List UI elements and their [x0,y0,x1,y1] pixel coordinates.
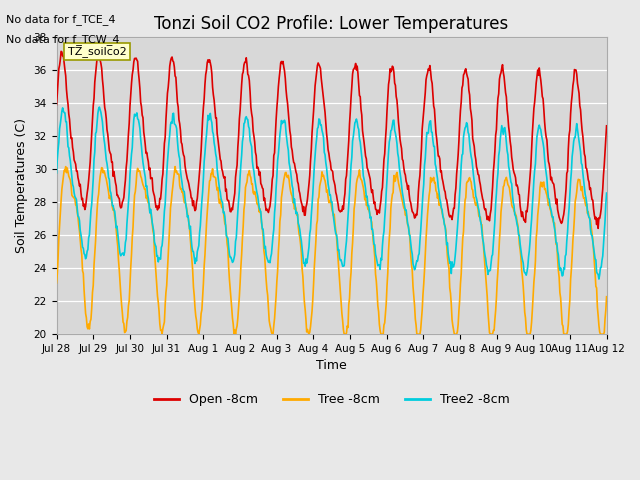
Text: No data for f_TCE_4: No data for f_TCE_4 [6,14,116,25]
Text: No data for f_TCW_4: No data for f_TCW_4 [6,34,120,45]
Title: Tonzi Soil CO2 Profile: Lower Temperatures: Tonzi Soil CO2 Profile: Lower Temperatur… [154,15,509,33]
Text: TZ_soilco2: TZ_soilco2 [68,46,126,57]
X-axis label: Time: Time [316,360,347,372]
Y-axis label: Soil Temperatures (C): Soil Temperatures (C) [15,118,28,253]
Legend: Open -8cm, Tree -8cm, Tree2 -8cm: Open -8cm, Tree -8cm, Tree2 -8cm [148,388,515,411]
